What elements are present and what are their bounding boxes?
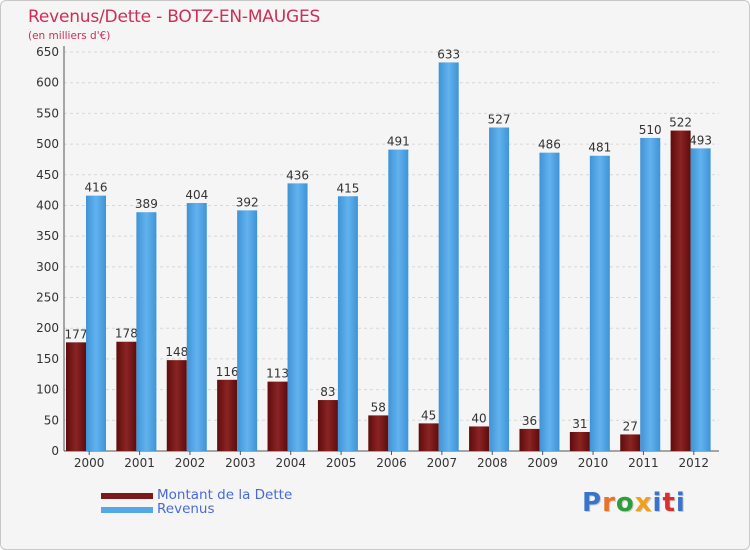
data-label-revenus: 436 <box>286 168 309 182</box>
data-label-dette: 522 <box>669 116 692 130</box>
x-tick-label: 2009 <box>527 456 558 470</box>
bar-revenus <box>337 196 358 451</box>
data-label-revenus: 527 <box>488 113 511 127</box>
bar-revenus <box>690 148 711 451</box>
bar-revenus <box>640 137 661 451</box>
y-tick-label: 400 <box>36 198 59 212</box>
x-tick-label: 2011 <box>628 456 659 470</box>
data-label-dette: 148 <box>165 345 188 359</box>
bar-dette <box>66 342 86 451</box>
x-tick-label: 2008 <box>477 456 508 470</box>
data-label-revenus: 510 <box>639 123 662 137</box>
data-label-dette: 45 <box>421 408 436 422</box>
bar-dette <box>217 379 238 451</box>
data-label-dette: 177 <box>65 327 88 341</box>
y-tick-label: 650 <box>36 45 59 59</box>
y-tick-label: 300 <box>36 260 59 274</box>
bar-revenus <box>237 210 258 451</box>
bar-dette <box>418 423 439 451</box>
x-tick-label: 2006 <box>376 456 407 470</box>
data-label-dette: 58 <box>371 400 386 414</box>
data-label-revenus: 491 <box>387 135 410 149</box>
bar-dette <box>317 400 338 451</box>
bar-revenus <box>539 152 560 451</box>
bar-dette <box>670 130 691 451</box>
data-label-dette: 83 <box>320 385 335 399</box>
x-tick-label: 2007 <box>427 456 458 470</box>
x-tick-label: 2000 <box>74 456 105 470</box>
bar-dette <box>166 360 187 451</box>
bar-dette <box>620 434 641 451</box>
x-tick-label: 2002 <box>175 456 206 470</box>
data-label-revenus: 481 <box>588 141 611 155</box>
data-label-dette: 178 <box>115 327 138 341</box>
x-tick-label: 2001 <box>124 456 155 470</box>
y-tick-label: 150 <box>36 352 59 366</box>
legend-swatch-revenus <box>101 507 153 513</box>
x-tick-label: 2004 <box>275 456 306 470</box>
legend-label-dette: Montant de la Dette <box>157 487 293 503</box>
data-label-revenus: 416 <box>85 181 108 195</box>
bar-revenus <box>589 155 610 452</box>
data-label-revenus: 633 <box>437 47 460 61</box>
data-label-revenus: 486 <box>538 138 561 152</box>
bar-dette <box>267 381 288 451</box>
bar-revenus <box>136 212 157 451</box>
y-tick-label: 0 <box>51 444 59 458</box>
data-label-dette: 113 <box>266 367 289 381</box>
proxiti-logo: Proxiti <box>582 488 686 518</box>
y-tick-label: 350 <box>36 229 59 243</box>
data-label-dette: 27 <box>623 419 638 433</box>
bar-dette <box>469 426 490 451</box>
data-label-dette: 40 <box>471 411 486 425</box>
x-tick-label: 2010 <box>578 456 609 470</box>
bar-dette <box>368 415 389 451</box>
legend-label-revenus: Revenus <box>157 501 215 517</box>
y-tick-label: 100 <box>36 383 59 397</box>
bar-revenus <box>388 149 409 451</box>
x-tick-label: 2005 <box>326 456 357 470</box>
legend-swatch-dette <box>101 493 153 499</box>
y-tick-label: 250 <box>36 291 59 305</box>
bar-dette <box>519 428 540 451</box>
bar-dette <box>569 431 590 451</box>
y-tick-label: 600 <box>36 76 59 90</box>
data-label-revenus: 392 <box>236 195 259 209</box>
data-label-dette: 36 <box>522 414 537 428</box>
data-label-revenus: 415 <box>336 181 359 195</box>
chart-subtitle: (en milliers d'€) <box>28 30 111 42</box>
chart-title: Revenus/Dette - BOTZ-EN-MAUGES <box>28 7 321 27</box>
y-tick-label: 550 <box>36 106 59 120</box>
y-tick-label: 450 <box>36 168 59 182</box>
bar-revenus <box>86 195 106 451</box>
data-label-dette: 31 <box>572 417 587 431</box>
data-label-revenus: 493 <box>689 133 712 147</box>
bar-revenus <box>489 127 510 451</box>
bar-revenus <box>186 203 207 451</box>
bar-dette <box>116 341 137 451</box>
x-tick-label: 2003 <box>225 456 256 470</box>
bar-revenus <box>438 62 459 451</box>
y-tick-label: 500 <box>36 137 59 151</box>
y-tick-label: 50 <box>44 413 59 427</box>
bar-revenus <box>287 183 308 451</box>
data-label-revenus: 389 <box>135 197 158 211</box>
y-tick-label: 200 <box>36 321 59 335</box>
x-tick-label: 2012 <box>679 456 710 470</box>
data-label-revenus: 404 <box>185 188 208 202</box>
data-label-dette: 116 <box>216 365 239 379</box>
